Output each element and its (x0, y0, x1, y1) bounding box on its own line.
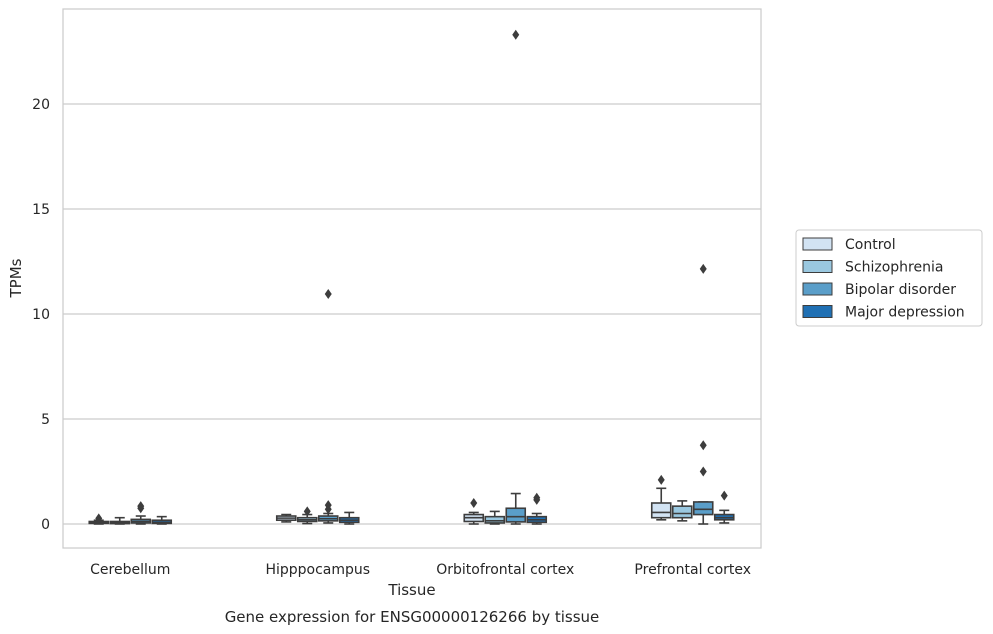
box (130, 501, 152, 525)
outlier-point (303, 506, 311, 517)
legend-label: Control (845, 237, 896, 253)
box (526, 492, 548, 525)
box (275, 513, 297, 523)
box (296, 506, 318, 525)
box-iqr (650, 502, 672, 519)
x-tick-label: Orbitofrontal cortex (436, 562, 574, 578)
box (713, 490, 735, 524)
legend: Control Schizophrenia Bipolar disorder Majo… (795, 229, 983, 327)
y-tick-label: 5 (41, 412, 50, 428)
series-major-depression (151, 490, 735, 525)
y-axis-label: TPMs (7, 258, 25, 298)
legend-swatch (802, 305, 833, 318)
y-tick-label: 20 (32, 97, 50, 113)
outlier-point (324, 289, 332, 300)
x-tick-label: Hipppocampus (265, 562, 370, 578)
x-axis-label: Tissue (387, 581, 435, 599)
series-bipolar-disorder (130, 29, 714, 525)
box (692, 263, 714, 525)
box-plot-series (88, 29, 735, 525)
box (88, 513, 110, 525)
box (484, 510, 506, 525)
box (671, 500, 693, 522)
box-iqr (671, 505, 693, 519)
box (650, 474, 672, 521)
box-iqr (484, 515, 506, 524)
box (109, 516, 131, 525)
series-control (88, 474, 672, 525)
plot-frame (62, 8, 762, 549)
outlier-point (95, 513, 103, 524)
y-gridlines (63, 103, 761, 525)
box (317, 289, 339, 524)
box (463, 498, 485, 525)
y-tick-label: 0 (41, 517, 50, 533)
x-tick-label: Cerebellum (90, 562, 170, 578)
outlier-point (533, 492, 541, 503)
outlier-point (699, 263, 707, 274)
legend-label: Major depression (845, 305, 965, 321)
x-tick-labels: Cerebellum Hipppocampus Orbitofrontal cort… (90, 562, 751, 578)
outlier-point (657, 474, 665, 485)
legend-label: Schizophrenia (845, 260, 943, 276)
legend-swatch (802, 282, 833, 296)
box-iqr (505, 507, 527, 523)
outlier-point (720, 490, 728, 501)
box (338, 511, 360, 525)
legend-item: Schizophrenia (802, 260, 943, 276)
legend-item: Control (802, 237, 896, 253)
outlier-point (137, 501, 145, 512)
legend-label: Bipolar disorder (845, 282, 956, 298)
series-schizophrenia (109, 500, 693, 525)
legend-item: Major depression (802, 305, 965, 321)
legend-item: Bipolar disorder (802, 282, 956, 298)
outlier-point (699, 440, 707, 451)
outlier-point (470, 498, 478, 508)
box (151, 515, 173, 525)
outlier-point (324, 500, 332, 511)
outlier-point (699, 466, 707, 477)
y-tick-label: 15 (32, 202, 50, 218)
legend-swatch (802, 260, 833, 273)
box (505, 29, 527, 525)
chart-caption: Gene expression for ENSG00000126266 by t… (225, 608, 600, 626)
legend-swatch (802, 237, 833, 251)
y-tick-labels: 0 5 10 15 20 (32, 97, 50, 533)
y-tick-label: 10 (32, 307, 50, 323)
outlier-point (512, 29, 520, 40)
x-tick-label: Prefrontal cortex (634, 562, 751, 578)
box-iqr (692, 501, 714, 516)
legend-frame (795, 229, 983, 327)
